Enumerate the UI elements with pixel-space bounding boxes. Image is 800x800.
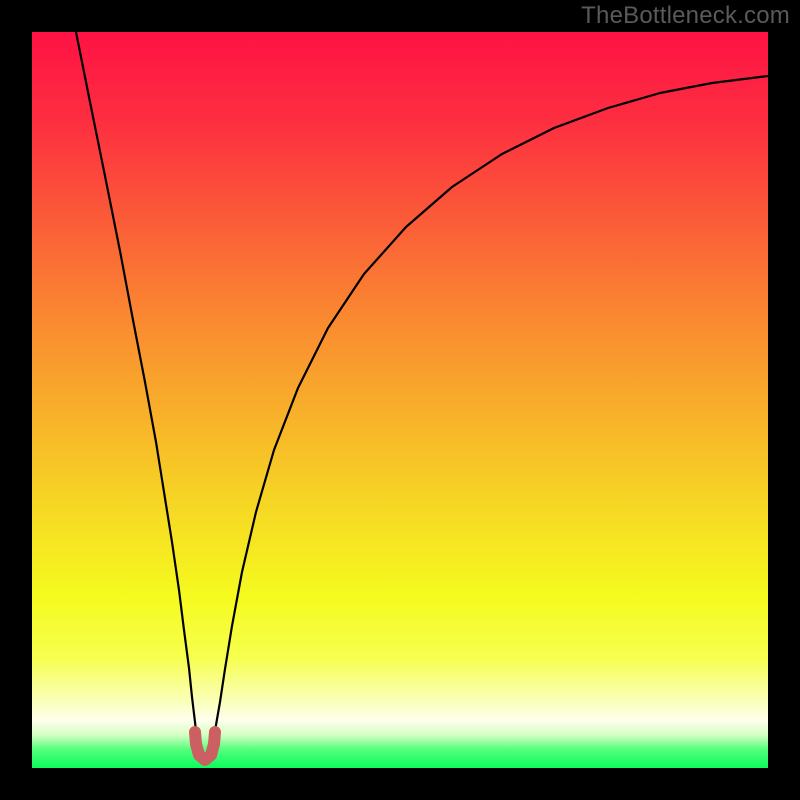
curves-layer: [32, 32, 768, 768]
plot-area: [32, 32, 768, 768]
curve-tip-marker: [195, 732, 215, 760]
chart-frame: TheBottleneck.com: [0, 0, 800, 800]
bottleneck-curve: [76, 32, 768, 762]
watermark-text: TheBottleneck.com: [581, 2, 790, 30]
